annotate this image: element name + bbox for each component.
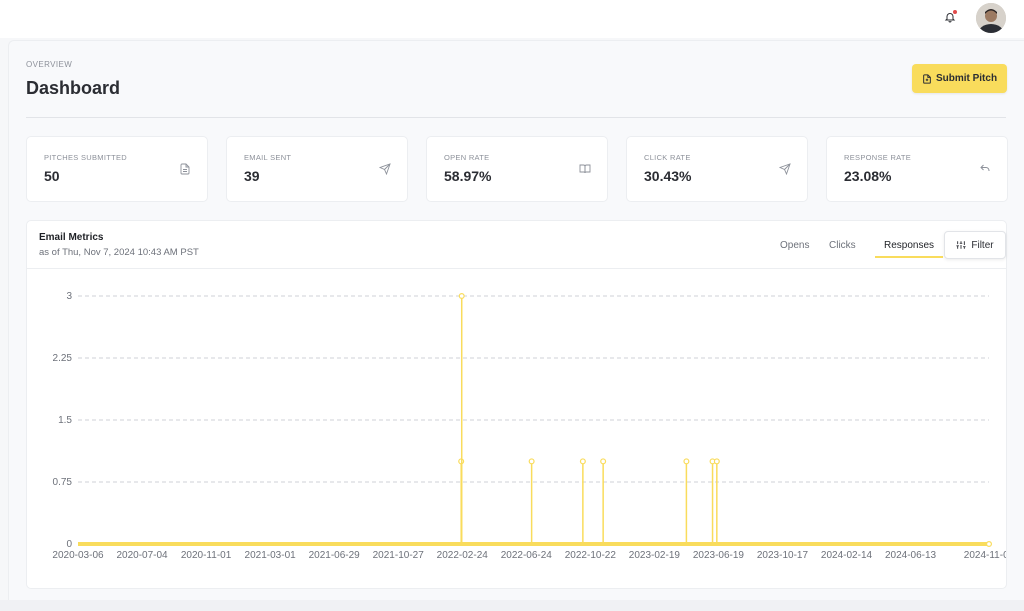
notifications-button[interactable]	[938, 5, 962, 29]
stat-card-email-sent: EMAIL SENT 39	[226, 136, 408, 202]
book-open-icon	[579, 164, 591, 174]
tab-opens[interactable]: Opens	[780, 240, 810, 251]
x-tick-label: 2020-11-01	[181, 550, 232, 561]
data-point	[683, 458, 690, 465]
notification-dot	[953, 10, 957, 14]
metrics-title: Email Metrics	[39, 232, 104, 243]
overview-label: OVERVIEW	[26, 60, 73, 69]
stat-value: 58.97%	[444, 168, 492, 184]
sliders-icon	[956, 241, 966, 249]
x-tick-label: 2021-10-27	[373, 550, 425, 561]
send-icon	[779, 163, 791, 175]
x-tick-label: 2023-02-19	[629, 550, 681, 561]
stat-card-open-rate: OPEN RATE 58.97%	[426, 136, 608, 202]
bottom-strip	[0, 600, 1024, 611]
x-tick-label: 2020-07-04	[116, 550, 168, 561]
y-tick-label: 0	[66, 539, 72, 550]
responses-chart: 0 0.75 1.5 2.25 3 2020-03-06 2020-07-04 2020-11…	[52, 291, 1006, 561]
send-icon	[379, 163, 391, 175]
x-tick-label: 2024-02-14	[821, 550, 873, 561]
top-bar	[0, 0, 1024, 38]
tab-clicks[interactable]: Clicks	[829, 240, 856, 251]
x-tick-label: 2021-03-01	[245, 550, 297, 561]
data-point	[713, 458, 720, 465]
document-icon	[923, 73, 931, 84]
stat-label: PITCHES SUBMITTED	[44, 153, 128, 162]
stat-card-click-rate: CLICK RATE 30.43%	[626, 136, 808, 202]
stat-value: 39	[244, 168, 260, 184]
document-icon	[180, 163, 190, 175]
email-metrics-panel: Email Metrics as of Thu, Nov 7, 2024 10:…	[26, 220, 1007, 589]
x-tick-label: 2023-10-17	[757, 550, 809, 561]
stat-label: RESPONSE RATE	[844, 153, 912, 162]
main-panel: OVERVIEW Dashboard Submit Pitch PITCHES …	[8, 40, 1024, 611]
x-tick-label: 2024-11-07	[964, 550, 1006, 561]
reply-icon	[980, 164, 990, 171]
stat-label: EMAIL SENT	[244, 153, 292, 162]
stat-value: 30.43%	[644, 168, 692, 184]
x-tick-label: 2023-06-19	[693, 550, 745, 561]
stat-value: 50	[44, 168, 60, 184]
x-tick-label: 2022-06-24	[501, 550, 553, 561]
data-point	[458, 293, 465, 300]
data-point	[528, 458, 535, 465]
user-avatar[interactable]	[976, 3, 1006, 33]
stat-value: 23.08%	[844, 168, 892, 184]
bell-icon	[944, 13, 956, 23]
y-tick-label: 2.25	[53, 353, 73, 364]
page-title: Dashboard	[26, 78, 121, 98]
y-tick-label: 3	[66, 291, 72, 302]
stat-card-pitches-submitted: PITCHES SUBMITTED 50	[26, 136, 208, 202]
x-tick-label: 2022-10-22	[565, 550, 617, 561]
filter-button[interactable]: Filter	[944, 231, 1006, 259]
filter-label: Filter	[971, 239, 994, 251]
y-tick-label: 1.5	[58, 415, 72, 426]
data-point	[579, 458, 586, 465]
x-tick-label: 2024-06-13	[885, 550, 937, 561]
y-tick-label: 0.75	[53, 477, 73, 488]
header-divider	[26, 117, 1006, 118]
stat-card-response-rate: RESPONSE RATE 23.08%	[826, 136, 1008, 202]
x-tick-label: 2021-06-29	[309, 550, 361, 561]
data-point	[985, 541, 992, 548]
submit-pitch-label: Submit Pitch	[935, 73, 998, 84]
tab-responses[interactable]: Responses	[875, 240, 944, 258]
x-tick-label: 2022-02-24	[437, 550, 489, 561]
metrics-timestamp: as of Thu, Nov 7, 2024 10:43 AM PST	[39, 247, 199, 258]
avatar-image	[976, 3, 1006, 33]
submit-pitch-button[interactable]: Submit Pitch	[912, 64, 1007, 93]
stat-label: OPEN RATE	[444, 153, 490, 162]
metrics-divider	[27, 268, 1006, 269]
x-tick-label: 2020-03-06	[52, 550, 104, 561]
stat-label: CLICK RATE	[644, 153, 691, 162]
data-point	[600, 458, 607, 465]
